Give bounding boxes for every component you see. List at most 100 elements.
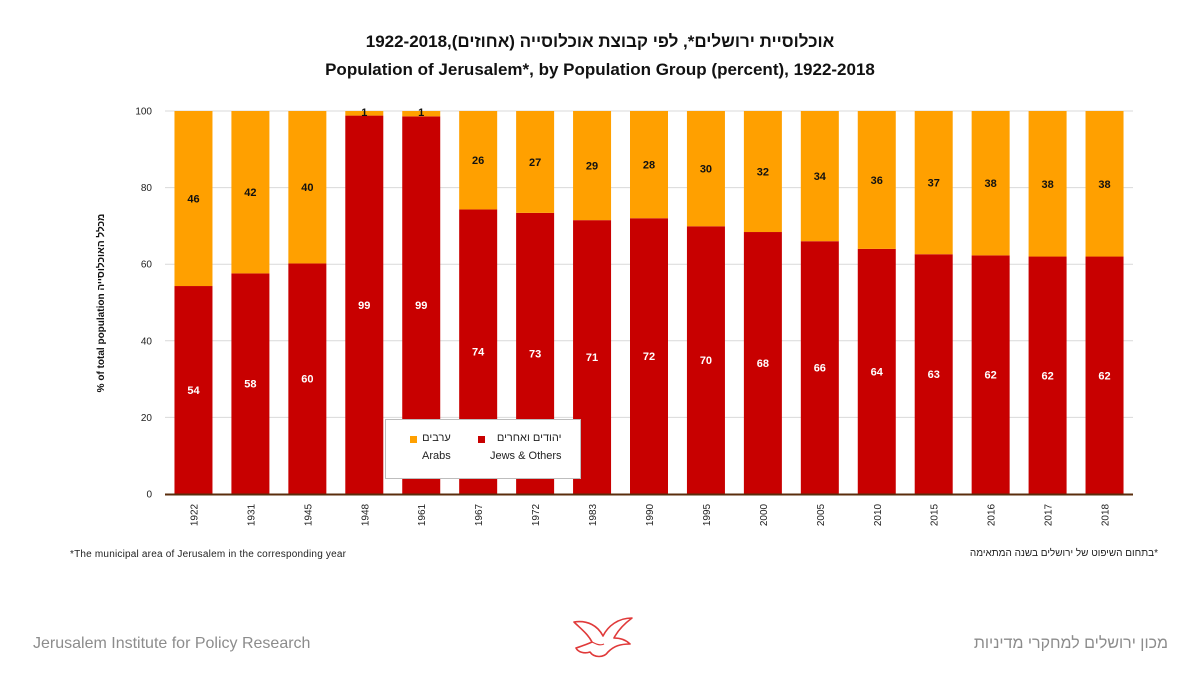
data-label-arabs: 29	[586, 161, 598, 173]
bar-arabs	[459, 111, 498, 210]
x-tick-label: 2000	[759, 503, 770, 526]
x-tick-label: 1922	[189, 503, 200, 526]
bar-arabs	[1085, 111, 1124, 257]
bar-arabs	[345, 111, 384, 116]
legend-label-jews-hebrew: יהודים ואחרים	[496, 432, 562, 444]
data-label-jews-others: 70	[700, 355, 712, 367]
data-label-jews-others: 63	[928, 369, 940, 381]
data-label-jews-others: 68	[757, 358, 769, 370]
data-label-jews-others: 71	[586, 352, 598, 364]
bar-jews-others	[857, 248, 896, 494]
legend-entry-jews: יהודים ואחרים Jews & Others	[478, 432, 562, 462]
data-label-arabs: 38	[1041, 179, 1053, 191]
chart-legend: ערבים Arabs יהודים ואחרים Jews & Others	[385, 419, 581, 479]
data-label-arabs: 26	[472, 155, 484, 167]
bar-arabs	[1028, 111, 1067, 257]
data-label-arabs: 1	[418, 107, 424, 119]
x-tick-label: 2018	[1101, 503, 1112, 526]
bar-arabs	[857, 111, 896, 249]
data-label-jews-others: 66	[814, 363, 826, 375]
bar-jews-others	[743, 232, 782, 494]
x-tick-label: 1990	[645, 503, 656, 526]
data-label-arabs: 28	[643, 160, 655, 172]
data-label-arabs: 38	[985, 178, 997, 190]
y-tick-label: 0	[146, 490, 152, 501]
data-label-arabs: 32	[757, 167, 769, 179]
bar-jews-others	[630, 218, 668, 495]
organization-name-hebrew: מכון ירושלים למחקרי מדיניות	[973, 635, 1168, 652]
y-tick-label: 40	[141, 336, 153, 347]
chart-title-english: Population of Jerusalem*, by Population …	[325, 60, 875, 79]
data-label-jews-others: 58	[244, 379, 256, 391]
x-tick-label: 1931	[246, 503, 257, 526]
bar-arabs	[971, 111, 1010, 256]
data-label-jews-others: 99	[415, 300, 427, 312]
x-tick-label: 1967	[474, 503, 485, 526]
x-tick-label: 2015	[930, 503, 941, 526]
bar-jews-others	[231, 273, 270, 494]
data-label-jews-others: 74	[472, 347, 485, 359]
bar-jews-others	[1028, 256, 1067, 494]
bar-arabs	[573, 111, 612, 221]
footnote-english: *The municipal area of Jerusalem in the …	[70, 549, 347, 560]
data-label-jews-others: 62	[985, 370, 997, 382]
x-tick-label: 2010	[873, 503, 884, 526]
dove-logo-icon	[573, 617, 633, 658]
data-label-arabs: 42	[244, 187, 256, 199]
data-label-jews-others: 62	[1098, 370, 1110, 382]
y-tick-label: 60	[141, 260, 153, 271]
data-label-arabs: 46	[187, 194, 199, 206]
x-tick-label: 2016	[987, 503, 998, 526]
data-label-arabs: 40	[301, 182, 313, 194]
x-tick-label: 1945	[303, 503, 314, 526]
bar-jews-others	[686, 226, 725, 494]
bar-arabs	[743, 111, 782, 233]
data-label-arabs: 27	[529, 157, 541, 169]
bar-arabs	[630, 111, 668, 219]
y-tick-label: 100	[135, 107, 152, 118]
legend-label-arabs-hebrew: ערבים	[422, 432, 451, 444]
data-label-arabs: 30	[700, 164, 712, 176]
bar-arabs	[174, 111, 213, 287]
data-label-jews-others: 99	[358, 300, 370, 312]
x-tick-label: 1961	[417, 503, 428, 526]
legend-entry-arabs: ערבים Arabs	[410, 432, 451, 462]
data-label-arabs: 36	[871, 175, 883, 187]
x-tick-label: 1948	[360, 503, 371, 526]
bar-jews-others	[345, 115, 384, 494]
data-label-jews-others: 72	[643, 351, 655, 363]
bar-jews-others	[1085, 256, 1124, 494]
bar-arabs	[914, 111, 953, 255]
bar-arabs	[686, 111, 725, 227]
bar-arabs	[402, 111, 441, 117]
data-label-arabs: 38	[1098, 179, 1110, 191]
bar-jews-others	[971, 255, 1010, 494]
data-label-jews-others: 54	[187, 385, 200, 397]
bar-jews-others	[288, 263, 327, 494]
bar-arabs	[516, 111, 555, 213]
chart-title-hebrew: אוכלוסיית ירושלים*, לפי קבוצת אוכלוסייה …	[365, 32, 835, 51]
legend-swatch-arabs	[410, 436, 417, 443]
data-label-jews-others: 62	[1041, 370, 1053, 382]
footnote-hebrew: *בתחום השיפוט של ירושלים בשנה המתאימה	[969, 548, 1158, 559]
y-tick-label: 80	[141, 183, 153, 194]
bar-arabs	[288, 111, 327, 264]
legend-label-arabs-english: Arabs	[422, 450, 451, 462]
data-label-jews-others: 64	[871, 366, 884, 378]
bar-arabs	[800, 111, 839, 242]
bar-jews-others	[800, 241, 839, 494]
legend-label-jews-english: Jews & Others	[490, 450, 562, 462]
data-label-arabs: 1	[361, 107, 367, 119]
y-axis-title: % of total population מכלל האוכלוסייה	[95, 214, 107, 393]
x-tick-label: 1972	[531, 503, 542, 526]
data-label-arabs: 34	[814, 171, 827, 183]
legend-swatch-jews	[478, 436, 485, 443]
bar-jews-others	[914, 254, 953, 494]
data-label-arabs: 37	[928, 178, 940, 190]
bar-jews-others	[174, 286, 213, 494]
x-tick-label: 1995	[702, 503, 713, 526]
data-label-jews-others: 73	[529, 348, 541, 360]
organization-name-english: Jerusalem Institute for Policy Research	[33, 635, 311, 652]
y-tick-label: 20	[141, 413, 153, 424]
